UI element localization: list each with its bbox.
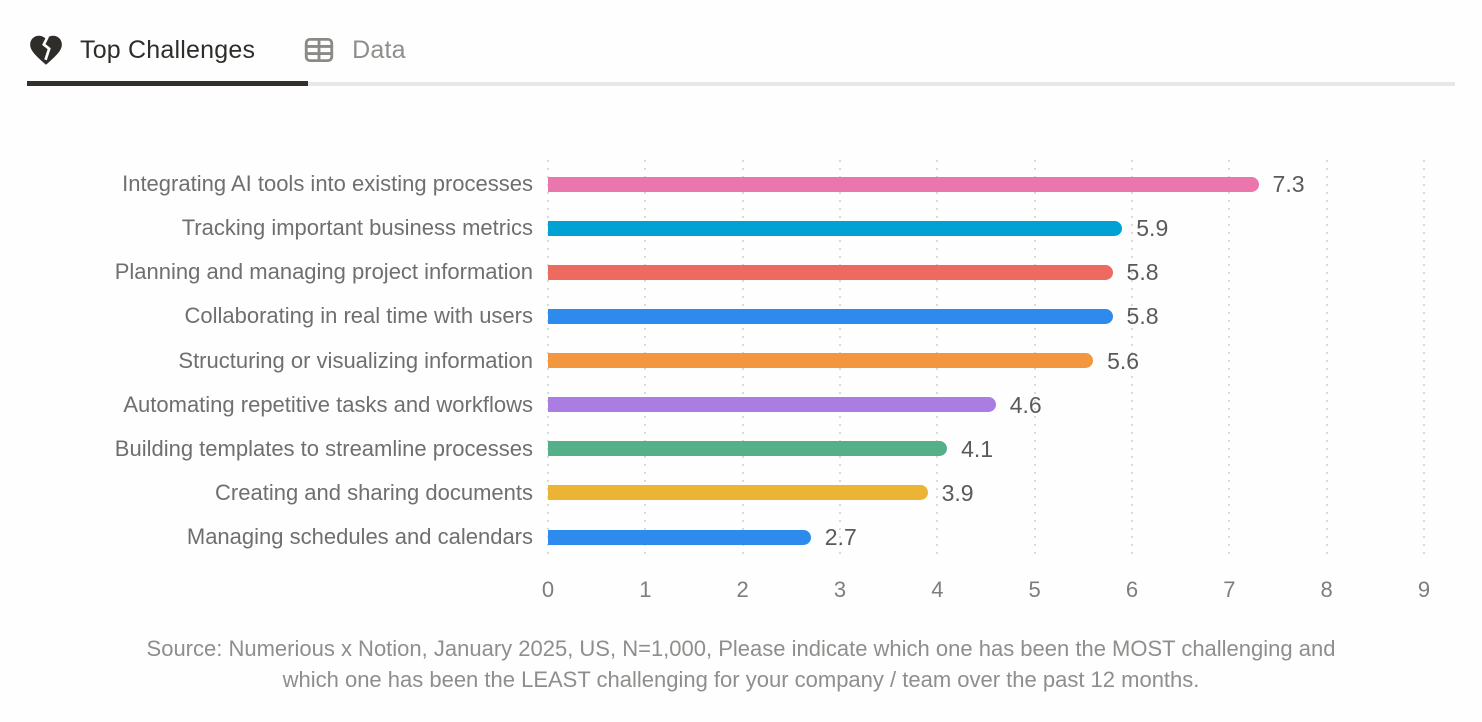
x-tick-label: 6 xyxy=(1125,577,1139,602)
source-caption: Source: Numerious x Notion, January 2025… xyxy=(0,633,1482,695)
bar[interactable] xyxy=(548,220,1123,236)
category-label: Managing schedules and calendars xyxy=(186,524,533,549)
bar[interactable] xyxy=(548,264,1113,280)
category-label: Planning and managing project informatio… xyxy=(114,259,533,285)
x-tick-label: 7 xyxy=(1223,577,1236,602)
value-label: 5.8 xyxy=(1126,303,1159,330)
x-tick-label: 0 xyxy=(541,577,555,602)
source-line-2: which one has been the LEAST challenging… xyxy=(282,667,1200,692)
category-label: Building templates to streamline process… xyxy=(114,435,533,461)
value-label: 7.3 xyxy=(1272,171,1305,197)
bar[interactable] xyxy=(548,485,928,501)
tab-label-top-challenges: Top Challenges xyxy=(80,35,256,64)
gridline xyxy=(1228,160,1231,557)
tab-bar: Top Challenges Data xyxy=(27,18,1455,86)
x-tick-label: 1 xyxy=(639,577,652,602)
value-label: 4.1 xyxy=(961,435,994,462)
value-label: 3.9 xyxy=(941,479,974,506)
active-tab-underline xyxy=(27,81,308,86)
value-label: 5.8 xyxy=(1126,259,1159,286)
x-tick-label: 8 xyxy=(1320,577,1333,602)
x-tick-label: 4 xyxy=(931,577,944,602)
value-label: 5.6 xyxy=(1107,347,1140,374)
category-label: Tracking important business metrics xyxy=(181,215,533,241)
x-tick-label: 9 xyxy=(1417,577,1431,602)
bar[interactable] xyxy=(548,441,948,457)
broken-heart-icon xyxy=(27,31,65,69)
bar[interactable] xyxy=(548,353,1094,368)
category-label: Collaborating in real time with users xyxy=(184,303,534,329)
x-tick-label: 3 xyxy=(833,577,847,602)
tab-label-data: Data xyxy=(352,35,406,64)
gridline xyxy=(1423,160,1425,557)
value-label: 2.7 xyxy=(824,524,857,550)
bar[interactable] xyxy=(548,308,1113,324)
tab-data[interactable]: Data xyxy=(301,18,406,82)
value-label: 5.9 xyxy=(1136,215,1169,242)
category-label: Structuring or visualizing information xyxy=(178,347,533,373)
category-label: Creating and sharing documents xyxy=(215,479,533,505)
bar[interactable] xyxy=(548,176,1259,192)
category-label: Integrating AI tools into existing proce… xyxy=(122,171,533,196)
x-tick-label: 2 xyxy=(736,577,749,602)
category-label: Automating repetitive tasks and workflow… xyxy=(123,391,533,417)
gridline xyxy=(1325,160,1328,557)
bar[interactable] xyxy=(548,397,996,413)
x-tick-label: 5 xyxy=(1028,577,1041,602)
tab-top-challenges[interactable]: Top Challenges xyxy=(27,18,308,86)
source-line-1: Source: Numerious x Notion, January 2025… xyxy=(146,636,1336,661)
gridline xyxy=(1131,160,1133,557)
bar[interactable] xyxy=(548,529,811,545)
table-icon xyxy=(301,33,337,67)
value-label: 4.6 xyxy=(1009,391,1042,418)
